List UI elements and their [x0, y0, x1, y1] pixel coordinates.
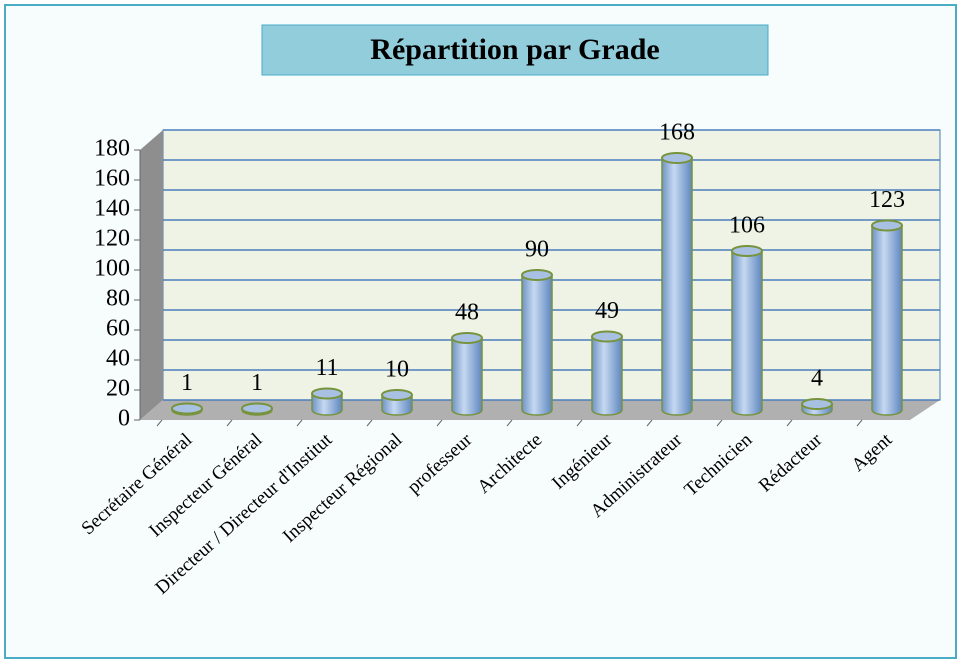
bar-top	[451, 332, 483, 344]
bar	[661, 157, 693, 416]
bar	[871, 224, 903, 416]
chart-title: Répartition par Grade	[370, 33, 659, 66]
x-tick	[226, 419, 233, 427]
value-label: 1	[251, 370, 263, 396]
x-tick	[576, 419, 583, 427]
x-tick	[786, 419, 793, 427]
y-tick-label: 160	[94, 166, 130, 192]
value-label: 10	[385, 357, 409, 383]
bar-top	[241, 402, 273, 415]
bar	[311, 392, 343, 416]
bar-top	[171, 402, 203, 415]
bar-top	[311, 387, 343, 400]
value-label: 1	[181, 370, 193, 396]
x-tick	[716, 419, 723, 427]
x-tick	[156, 419, 163, 427]
value-label: 106	[729, 213, 765, 239]
bar	[591, 335, 623, 416]
value-label: 168	[659, 120, 695, 146]
bar-top	[871, 219, 903, 232]
x-tick	[296, 419, 303, 427]
y-tick-label: 0	[118, 406, 130, 432]
y-tick-label: 180	[94, 136, 130, 162]
bar-top	[801, 398, 833, 410]
bar-top	[731, 245, 763, 257]
y-tick-label: 20	[106, 376, 130, 402]
bar	[451, 337, 483, 416]
y-tick-label: 60	[106, 316, 130, 342]
y-tick-label: 80	[106, 286, 130, 312]
y-tick-label: 140	[94, 196, 130, 222]
side-wall	[140, 130, 163, 420]
title-box	[261, 24, 769, 76]
x-tick	[856, 419, 863, 427]
y-tick-label: 100	[94, 256, 130, 282]
bar-top	[591, 330, 623, 343]
value-label: 4	[811, 366, 823, 392]
x-tick	[366, 419, 373, 427]
bar-top	[381, 389, 413, 401]
y-tick-label: 120	[94, 226, 130, 252]
value-label: 49	[595, 298, 619, 324]
bar	[731, 250, 763, 416]
bar	[521, 274, 553, 416]
y-tick-label: 40	[106, 346, 130, 372]
value-label: 48	[455, 300, 479, 326]
bar-top	[661, 152, 693, 164]
x-tick	[646, 419, 653, 427]
bar-top	[521, 269, 553, 281]
x-tick	[506, 419, 513, 427]
value-label: 90	[525, 237, 549, 263]
value-label: 123	[869, 187, 905, 213]
x-tick	[436, 419, 443, 427]
value-label: 11	[315, 355, 338, 381]
